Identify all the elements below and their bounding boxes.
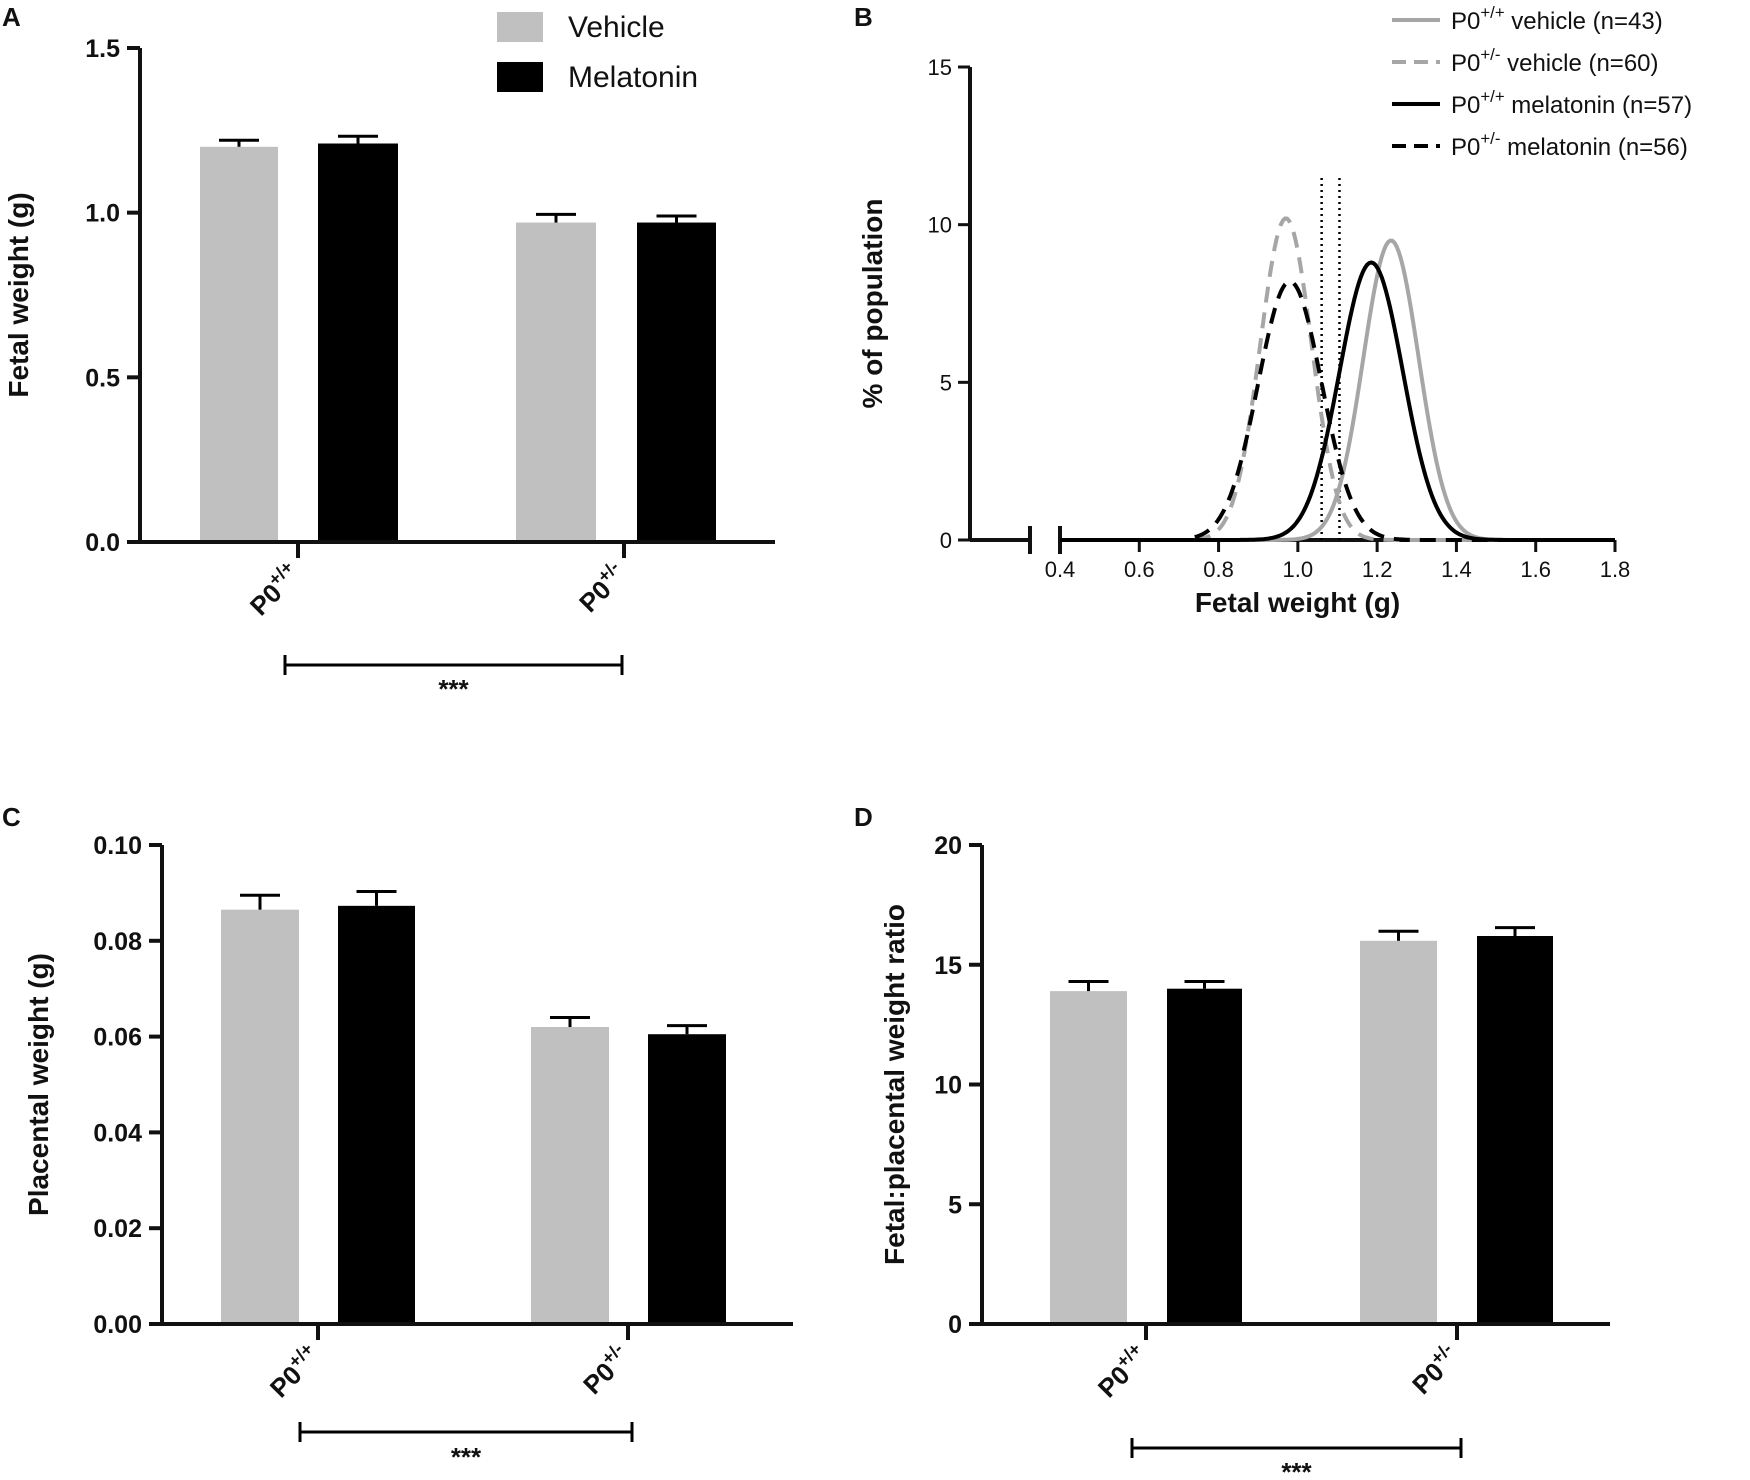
y-tick-label: 1.0 [85, 200, 120, 228]
legend-label-curve-het-vehicle: P0+/- vehicle (n=60) [1451, 45, 1659, 77]
category-label-wt: P0+/+ [262, 1339, 326, 1403]
y-tick-label: 0.5 [85, 364, 120, 392]
y-tick-label: 0.08 [93, 928, 142, 956]
category-label-wt: P0+/+ [242, 557, 306, 621]
y-tick-label: 0.06 [93, 1024, 142, 1052]
category-label-het: P0+/- [1404, 1339, 1465, 1400]
bar-d-melatonin-wt [1167, 988, 1242, 1324]
x-axis-title: Fetal weight (g) [1195, 587, 1400, 618]
x-tick-label: 1.8 [1600, 557, 1631, 582]
category-label-het: P0+/- [571, 557, 632, 618]
legend-label-vehicle: Vehicle [568, 11, 665, 44]
category-label-het: P0+/- [575, 1339, 636, 1400]
panel-a-bar-chart: 0.0 0.5 1.0 1.5 P0+/+ P0+/- Fetal weight (g) **… [3, 35, 775, 704]
bar-d-vehicle-wt [1050, 991, 1127, 1324]
y-tick-label: 10 [928, 213, 952, 238]
y-tick-label: 0.00 [93, 1311, 142, 1339]
x-tick-label: 1.2 [1362, 557, 1393, 582]
y-tick-label: 0.04 [93, 1119, 142, 1147]
y-tick-label: 0 [948, 1311, 962, 1339]
x-tick-label: 1.0 [1283, 557, 1314, 582]
bar-a-melatonin-wt [318, 143, 398, 543]
legend-a: Vehicle Melatonin [497, 11, 698, 94]
bar-c-vehicle-wt [221, 909, 299, 1324]
legend-label-curve-wt-vehicle: P0+/+ vehicle (n=43) [1451, 3, 1663, 35]
y-tick-label: 0 [940, 528, 952, 553]
y-tick-label: 15 [934, 952, 962, 980]
y-tick-label: 0.0 [85, 529, 120, 557]
panel-b-line-chart: 0 5 10 15 0.4 0.6 0.8 1.0 1.2 1.4 1.6 1.8 Fetal weig… [857, 3, 1692, 618]
y-tick-label: 0.02 [93, 1215, 142, 1243]
legend-label-curve-het-melatonin: P0+/- melatonin (n=56) [1451, 129, 1688, 161]
bar-d-vehicle-het [1360, 940, 1437, 1324]
bar-a-melatonin-het [637, 222, 716, 542]
category-label-wt: P0+/+ [1090, 1339, 1154, 1403]
legend-swatch-vehicle [497, 12, 543, 42]
significance-stars: *** [1281, 1457, 1312, 1480]
x-tick-label: 0.8 [1203, 557, 1234, 582]
y-axis-title: Fetal weight (g) [3, 192, 34, 397]
bar-a-vehicle-het [516, 222, 596, 542]
y-axis-title: Placental weight (g) [23, 953, 54, 1216]
panel-d-bar-chart: 0 5 10 15 20 P0+/+ P0+/- Fetal:placental weight… [879, 832, 1610, 1480]
y-axis-title: Fetal:placental weight ratio [879, 904, 910, 1265]
panel-letter-a: A [2, 2, 21, 32]
bar-c-melatonin-het [648, 1034, 726, 1324]
bar-a-vehicle-wt [200, 146, 278, 543]
y-tick-label: 15 [928, 55, 952, 80]
legend-label-curve-wt-melatonin: P0+/+ melatonin (n=57) [1451, 87, 1692, 119]
y-tick-label: 5 [948, 1191, 962, 1219]
y-tick-label: 10 [934, 1072, 962, 1100]
curve-wt-melatonin [1194, 260, 1615, 542]
significance-stars: *** [438, 674, 469, 704]
bar-d-melatonin-het [1477, 936, 1553, 1324]
y-tick-label: 1.5 [85, 35, 120, 63]
panel-c-bar-chart: 0.00 0.02 0.04 0.06 0.08 0.10 P0+/+ P0+/- Placen… [23, 832, 793, 1472]
x-tick-label: 1.6 [1520, 557, 1551, 582]
legend-label-melatonin: Melatonin [568, 61, 698, 94]
curve-het-melatonin [1194, 279, 1615, 542]
y-tick-label: 20 [934, 832, 962, 860]
x-tick-label: 1.4 [1441, 557, 1472, 582]
y-tick-label: 5 [940, 370, 952, 395]
significance-stars: *** [451, 1442, 482, 1472]
y-tick-label: 0.10 [93, 832, 142, 860]
bar-c-vehicle-het [531, 1027, 609, 1324]
bar-c-melatonin-wt [338, 905, 415, 1324]
legend-swatch-melatonin [497, 62, 543, 92]
panel-letter-c: C [2, 802, 21, 832]
x-tick-label: 0.4 [1045, 557, 1076, 582]
panel-letter-d: D [854, 802, 873, 832]
x-tick-label: 0.6 [1124, 557, 1155, 582]
panel-letter-b: B [854, 2, 873, 32]
y-axis-title: % of population [857, 199, 888, 409]
